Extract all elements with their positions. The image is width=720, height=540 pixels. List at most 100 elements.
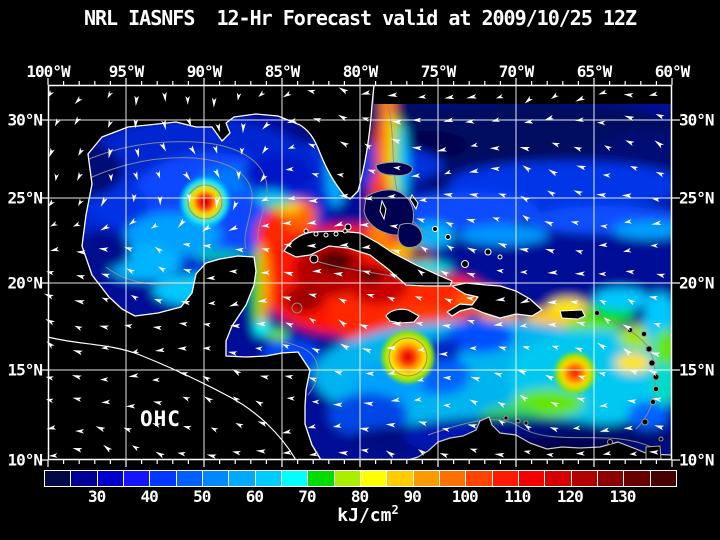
lon-tick-label: 95°W xyxy=(108,62,145,81)
wind-arrow-icon xyxy=(393,165,402,171)
page-title: NRL IASNFS 12-Hr Forecast valid at 2009/… xyxy=(83,6,637,30)
wind-arrow-icon xyxy=(358,324,369,330)
colorbar-tick-label: 40 xyxy=(140,487,159,506)
wind-arrow-icon xyxy=(544,374,555,382)
wind-arrow-icon xyxy=(361,117,370,122)
wind-arrow-icon xyxy=(575,321,586,327)
wind-arrow-icon xyxy=(157,266,167,273)
wind-arrow-icon xyxy=(648,450,659,455)
wind-arrow-icon xyxy=(599,403,609,408)
wind-arrow-icon xyxy=(391,321,402,327)
wind-arrow-icon xyxy=(413,397,422,402)
wind-arrow-icon xyxy=(339,242,349,248)
wind-arrow-icon xyxy=(287,195,296,201)
wind-arrow-icon xyxy=(443,117,454,123)
lat-tick-label-left: 20°N xyxy=(7,273,43,293)
wind-arrow-icon xyxy=(491,117,501,122)
lat-tick-label-right: 25°N xyxy=(679,188,715,208)
wind-arrow-icon xyxy=(623,93,634,98)
wind-arrow-icon xyxy=(99,325,110,330)
wind-arrow-icon xyxy=(131,445,140,452)
bahama-banks xyxy=(363,161,423,248)
wind-arrow-icon xyxy=(131,193,137,203)
wind-vectors xyxy=(43,87,666,460)
wind-arrow-icon xyxy=(153,298,163,304)
wind-arrow-icon xyxy=(46,270,55,276)
wind-arrow-icon xyxy=(232,450,242,456)
wind-arrow-icon xyxy=(74,96,83,105)
wind-arrow-icon xyxy=(391,120,402,125)
wind-arrow-icon xyxy=(418,197,428,203)
wind-arrow-icon xyxy=(133,119,139,129)
wind-arrow-icon xyxy=(518,247,530,253)
wind-arrow-icon xyxy=(202,346,211,351)
wind-arrow-icon xyxy=(306,220,317,225)
lat-tick-label-left: 15°N xyxy=(7,360,43,380)
wind-arrow-icon xyxy=(652,397,662,403)
wind-arrow-icon xyxy=(308,377,318,383)
wind-arrow-icon xyxy=(649,352,661,358)
wind-arrow-icon xyxy=(602,173,611,178)
wind-arrow-icon xyxy=(464,119,475,124)
wind-arrow-icon xyxy=(101,399,111,405)
wind-arrow-icon xyxy=(648,295,659,301)
wind-arrow-icon xyxy=(497,346,508,352)
wind-arrow-icon xyxy=(154,347,165,353)
wind-arrow-icon xyxy=(385,345,397,351)
wind-arrow-icon xyxy=(130,294,139,302)
wind-arrow-icon xyxy=(598,89,608,95)
lon-tick-label: 75°W xyxy=(420,62,457,81)
wind-arrow-icon xyxy=(339,343,350,351)
wind-arrow-icon xyxy=(332,423,342,428)
wind-arrow-icon xyxy=(124,324,133,329)
axis-ticks xyxy=(40,78,680,467)
wind-arrow-icon xyxy=(385,450,396,459)
land-jamaica xyxy=(385,308,420,324)
wind-arrow-icon xyxy=(417,449,427,456)
colorbar-tick-label: 110 xyxy=(504,487,531,506)
wind-arrow-icon xyxy=(414,296,424,302)
wind-arrow-icon xyxy=(75,275,86,280)
wind-arrow-icon xyxy=(206,454,217,460)
wind-arrow-icon xyxy=(134,95,139,107)
wind-arrow-icon xyxy=(49,147,55,158)
wind-arrow-icon xyxy=(100,223,110,231)
wind-arrow-icon xyxy=(228,269,238,274)
wind-arrow-icon xyxy=(359,222,370,228)
lon-tick-label: 70°W xyxy=(498,62,535,81)
colorbar-segment xyxy=(281,471,308,486)
wind-arrow-icon xyxy=(469,345,477,351)
wind-arrow-icon xyxy=(364,371,375,377)
colorbar-tick-label: 60 xyxy=(245,487,264,506)
wind-arrow-icon xyxy=(627,298,636,306)
colorbar-segment xyxy=(97,471,123,486)
colorbar-tick-label: 30 xyxy=(87,487,106,506)
wind-arrow-icon xyxy=(100,196,108,207)
colorbar-tick-label: 70 xyxy=(298,487,316,506)
wind-arrow-icon xyxy=(159,142,167,152)
wind-arrow-icon xyxy=(465,296,475,302)
wind-arrow-icon xyxy=(257,298,268,303)
wind-arrow-icon xyxy=(232,396,241,403)
wind-arrow-icon xyxy=(446,244,455,252)
wind-arrow-icon xyxy=(360,90,371,95)
wind-arrow-icon xyxy=(235,247,244,253)
wind-arrow-icon xyxy=(493,321,504,327)
wind-arrow-icon xyxy=(260,270,270,275)
wind-arrow-icon xyxy=(232,369,242,377)
wind-arrow-icon xyxy=(203,396,214,404)
wind-arrow-icon xyxy=(261,248,271,253)
wind-arrow-icon xyxy=(213,168,220,179)
wind-arrow-icon xyxy=(155,170,161,179)
wind-arrow-icon xyxy=(259,375,270,380)
wind-arrow-icon xyxy=(100,273,111,279)
wind-arrow-icon xyxy=(182,269,192,274)
wind-arrow-icon xyxy=(239,147,245,155)
wind-arrow-icon xyxy=(468,168,479,173)
wind-arrow-icon xyxy=(260,173,268,183)
wind-arrow-icon xyxy=(546,190,557,198)
out-of-domain-mask xyxy=(374,85,672,104)
wind-arrow-icon xyxy=(202,243,212,249)
wind-arrow-icon xyxy=(655,171,665,178)
wind-arrow-icon xyxy=(257,421,268,427)
